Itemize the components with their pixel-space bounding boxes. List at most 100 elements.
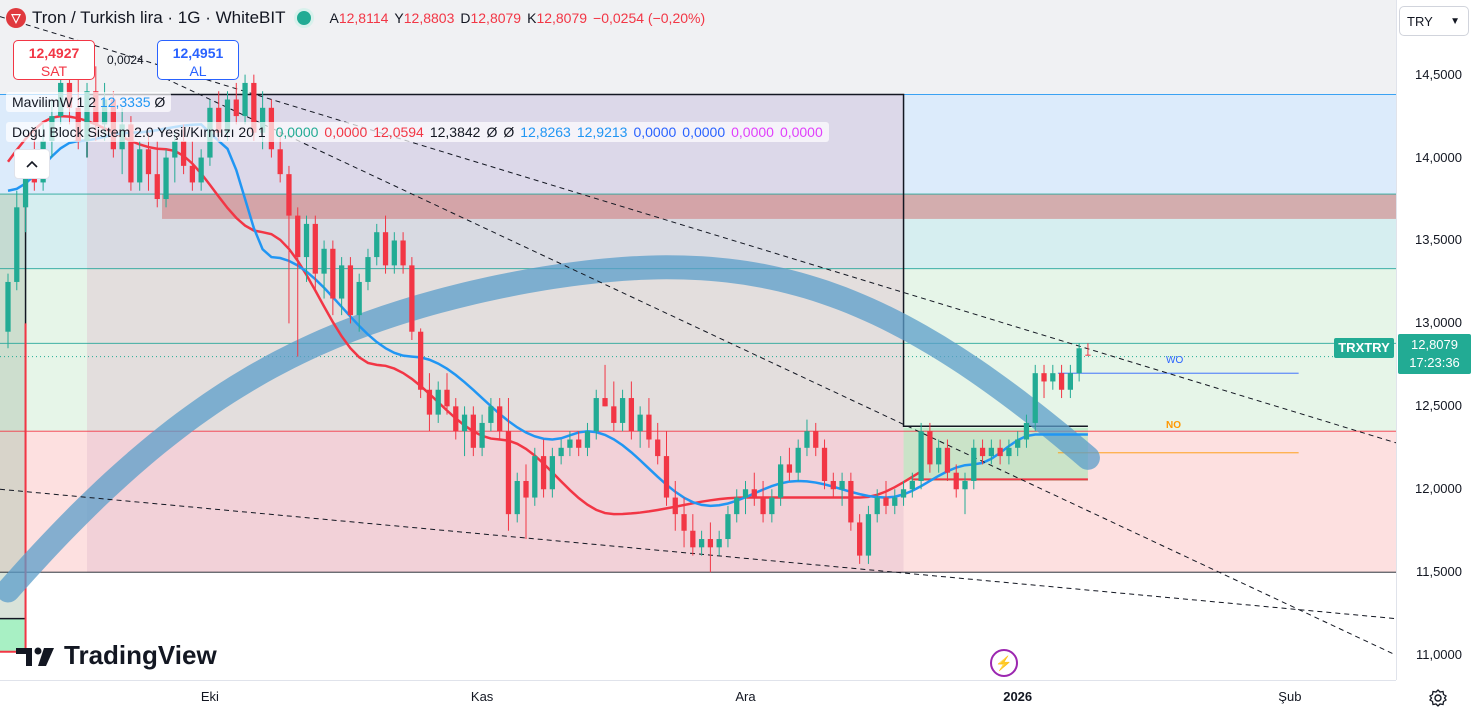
chart-canvas[interactable] xyxy=(0,0,1396,680)
candle-body xyxy=(224,99,231,133)
price-tick: 14,5000 xyxy=(1415,66,1462,82)
tron-logo-icon[interactable]: ▽ xyxy=(6,8,26,28)
candle-body xyxy=(997,447,1003,457)
candle-body xyxy=(233,99,239,117)
candle-body xyxy=(769,497,775,515)
candle-body xyxy=(339,265,345,299)
mavilim-value: 12,3335 xyxy=(99,94,151,110)
candle-body xyxy=(1085,354,1091,356)
dogu-value: 0,0000 xyxy=(731,124,774,140)
candle-body xyxy=(786,464,793,473)
price-tick: 13,0000 xyxy=(1415,315,1462,331)
candle-body xyxy=(137,149,143,183)
candle-body xyxy=(1067,373,1073,390)
candle-body xyxy=(567,439,573,448)
time-tick: Şub xyxy=(1278,689,1302,704)
price-tick: 12,5000 xyxy=(1415,398,1462,414)
dogu-value: 0,0000 xyxy=(682,124,726,140)
price-tick: 14,0000 xyxy=(1415,149,1462,165)
candle-body xyxy=(470,414,476,448)
candle-body xyxy=(198,157,204,183)
tradingview-logo-text: TradingView xyxy=(64,640,217,670)
candle-body xyxy=(461,414,468,432)
candle-body xyxy=(84,91,90,141)
candle-body xyxy=(14,207,20,282)
candle-body xyxy=(716,539,722,548)
symbol-legend: ▽ Tron / Turkish lira · 1G · WhiteBIT A1… xyxy=(6,8,705,28)
symbol-title[interactable]: Tron / Turkish lira · 1G · WhiteBIT xyxy=(32,8,286,27)
candle-body xyxy=(356,281,362,316)
candle-body xyxy=(777,464,784,498)
candle-body xyxy=(277,149,283,175)
dogu-value: 12,8263 xyxy=(520,124,571,140)
currency-value: TRY xyxy=(1407,14,1433,29)
candle-body xyxy=(628,398,635,432)
bar-countdown: 17:23:36 xyxy=(1409,355,1460,370)
ohlc-value-a: 12,8114 xyxy=(338,10,389,26)
tradingview-logo[interactable]: TradingView xyxy=(16,640,217,671)
time-axis[interactable]: Eki Kas Ara 2026 Şub xyxy=(0,680,1396,714)
candle-body xyxy=(154,174,160,200)
price-chart[interactable] xyxy=(0,0,1396,680)
sell-button[interactable]: 12,4927 SAT xyxy=(13,40,95,80)
no-label: NO xyxy=(1166,420,1181,431)
candle-body xyxy=(558,447,564,457)
candle-body xyxy=(540,456,547,490)
candle-body xyxy=(813,431,819,448)
candle-body xyxy=(883,497,889,506)
price-tick: 12,0000 xyxy=(1415,481,1462,497)
candle-body xyxy=(189,165,196,183)
candle-body xyxy=(865,514,872,556)
price-tick: 11,5000 xyxy=(1415,564,1462,580)
dogu-value: Ø xyxy=(503,124,515,140)
dogu-value: 0,0000 xyxy=(779,124,823,140)
candle-body xyxy=(435,389,441,415)
candle-body xyxy=(418,331,424,390)
settings-gear-icon[interactable] xyxy=(1428,688,1448,708)
candle-body xyxy=(672,497,678,515)
candle-body xyxy=(479,422,485,448)
currency-select[interactable]: TRY ▼ xyxy=(1399,6,1469,36)
price-change: −0,0254 (−0,20%) xyxy=(593,10,706,26)
candle-body xyxy=(251,82,257,133)
ma-band xyxy=(0,255,1100,603)
resistance-band xyxy=(162,194,1396,219)
candle-body xyxy=(400,240,406,266)
candle-body xyxy=(681,514,687,531)
candle-body xyxy=(698,539,705,548)
candle-body xyxy=(988,447,994,457)
candle-body xyxy=(514,480,520,515)
candle-body xyxy=(523,480,529,498)
buy-button[interactable]: 12,4951 AL xyxy=(157,40,239,80)
candle-body xyxy=(593,398,599,432)
candle-body xyxy=(830,480,836,490)
candle-body xyxy=(857,522,863,556)
dogu-name: Doğu Block Sistem 2.0 Yeşil/Kırmızı 20 1 xyxy=(12,124,266,140)
candle-body xyxy=(821,447,828,481)
left-box-green xyxy=(0,618,26,652)
indicator-dogu-block[interactable]: Doğu Block Sistem 2.0 Yeşil/Kırmızı 20 1… xyxy=(6,122,829,142)
ohlc-label-y: Y xyxy=(394,10,404,26)
candle-body xyxy=(848,480,854,523)
candle-body xyxy=(1076,348,1082,374)
candle-body xyxy=(971,447,977,481)
candle-body xyxy=(725,514,731,540)
candle-body xyxy=(22,165,29,208)
candle-body xyxy=(979,447,986,457)
candle-body xyxy=(742,489,749,498)
time-tick: Ara xyxy=(735,689,756,704)
candle-body xyxy=(1032,373,1038,423)
flash-icon[interactable]: ⚡ xyxy=(990,649,1018,677)
left-box xyxy=(0,194,26,619)
price-tick: 13,5000 xyxy=(1415,232,1462,248)
indicator-mavilim[interactable]: MavilimW 1 2 12,3335 Ø xyxy=(6,92,172,112)
candle-body xyxy=(690,530,696,548)
collapse-legend-button[interactable] xyxy=(14,149,50,179)
candle-body xyxy=(602,398,608,407)
ohlc-label-k: K xyxy=(527,10,537,26)
candle-body xyxy=(918,431,924,481)
green-zone xyxy=(0,268,1396,432)
candle-body xyxy=(374,232,380,258)
candle-body xyxy=(295,215,301,258)
wo-label: WO xyxy=(1166,355,1184,366)
